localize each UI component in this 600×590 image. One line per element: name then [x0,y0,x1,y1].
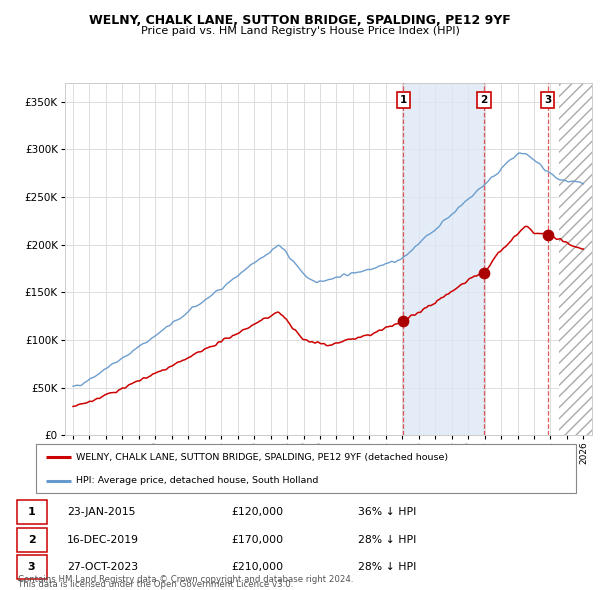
Point [398,316,408,326]
Bar [559,83,600,435]
Text: 2: 2 [28,535,35,545]
Text: 3: 3 [544,95,551,105]
Text: 1: 1 [400,95,407,105]
Text: 16-DEC-2019: 16-DEC-2019 [67,535,139,545]
Text: 27-OCT-2023: 27-OCT-2023 [67,562,138,572]
FancyBboxPatch shape [17,500,47,524]
Text: WELNY, CHALK LANE, SUTTON BRIDGE, SPALDING, PE12 9YF: WELNY, CHALK LANE, SUTTON BRIDGE, SPALDI… [89,14,511,27]
FancyBboxPatch shape [17,527,47,552]
Text: WELNY, CHALK LANE, SUTTON BRIDGE, SPALDING, PE12 9YF (detached house): WELNY, CHALK LANE, SUTTON BRIDGE, SPALDI… [77,453,449,462]
Text: £210,000: £210,000 [231,562,283,572]
Bar [403,83,484,435]
Text: 1: 1 [28,507,35,517]
Text: £120,000: £120,000 [231,507,283,517]
Text: 36% ↓ HPI: 36% ↓ HPI [358,507,416,517]
FancyBboxPatch shape [17,555,47,579]
Text: HPI: Average price, detached house, South Holland: HPI: Average price, detached house, Sout… [77,476,319,485]
Point [543,231,553,240]
Text: 23-JAN-2015: 23-JAN-2015 [67,507,135,517]
Text: 28% ↓ HPI: 28% ↓ HPI [358,562,416,572]
Text: 28% ↓ HPI: 28% ↓ HPI [358,535,416,545]
Text: Price paid vs. HM Land Registry's House Price Index (HPI): Price paid vs. HM Land Registry's House … [140,26,460,36]
Text: 3: 3 [28,562,35,572]
Text: £170,000: £170,000 [231,535,283,545]
Text: Contains HM Land Registry data © Crown copyright and database right 2024.: Contains HM Land Registry data © Crown c… [18,575,353,584]
Point [479,268,489,278]
Text: 2: 2 [481,95,488,105]
Text: This data is licensed under the Open Government Licence v3.0.: This data is licensed under the Open Gov… [18,581,293,589]
Bar [559,83,600,435]
